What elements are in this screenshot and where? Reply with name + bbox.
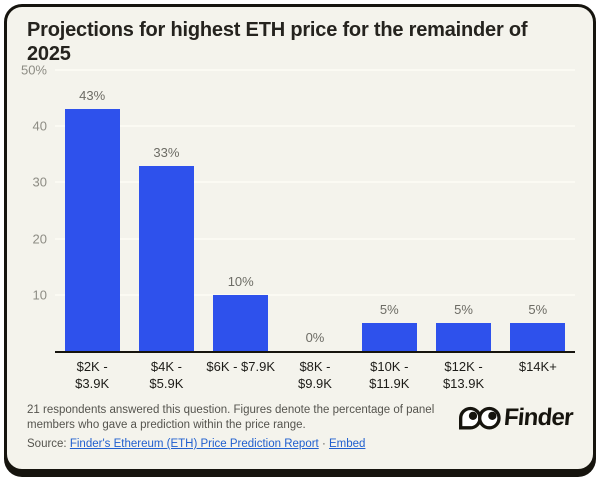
title-line-1: Projections for highest ETH price for th… [27, 19, 528, 41]
gridline [55, 237, 575, 240]
plot-area: 10 20 30 40 50% 43% 33% 10% 0% 5% 5% 5% [21, 63, 575, 353]
y-tick-label: 50% [20, 62, 47, 78]
page-title: Projections for highest ETH price for th… [27, 18, 577, 66]
finder-eyes-icon [459, 406, 502, 431]
bar-column: 0% [278, 70, 352, 351]
gridline [55, 69, 575, 71]
x-tick-label: $4K - $5.9K [149, 359, 184, 391]
y-tick-label: 20 [32, 231, 47, 247]
bar-value-label: 5% [528, 301, 548, 317]
chart-footer: 21 respondents answered this question. F… [27, 403, 577, 450]
title-line-2: 2025 [27, 43, 71, 65]
bar-value-label: 43% [79, 88, 106, 104]
source-separator: · [321, 438, 326, 450]
y-tick-label: 40 [32, 118, 47, 134]
bar [138, 165, 194, 351]
bar [361, 322, 417, 351]
gridline [55, 181, 575, 184]
bar-value-label: 5% [379, 301, 399, 317]
bar-value-label: 5% [454, 301, 473, 317]
x-tick-label: $12K - $13.9K [442, 359, 485, 391]
x-tick-label: $14K+ [518, 359, 557, 374]
finder-wordmark: Finder [503, 404, 575, 431]
bar-column: 5% [501, 70, 575, 351]
bar-value-label: 0% [305, 330, 325, 345]
bar-value-label: 10% [227, 273, 254, 289]
source-report-link[interactable]: Finder's Ethereum (ETH) Price Prediction… [69, 438, 319, 450]
finder-logo: Finder [459, 404, 575, 432]
chart-card: Projections for highest ETH price for th… [4, 4, 596, 472]
bar [64, 109, 120, 351]
x-axis: $2K - $3.9K $4K - $5.9K $6K - $7.9K $8K - $9.9… [55, 358, 575, 392]
bar-column: 10% [204, 70, 278, 351]
x-tick-label: $2K - $3.9K [75, 359, 110, 391]
y-tick-label: 30 [32, 174, 47, 190]
gridline [55, 125, 575, 128]
bar-chart: 10 20 30 40 50% 43% 33% 10% 0% 5% 5% 5% $2K - $3.9K $… [21, 63, 575, 392]
bar-column: 5% [352, 70, 426, 351]
embed-link[interactable]: Embed [328, 438, 366, 450]
bar-column: 43% [55, 70, 129, 351]
source-label: Source: [27, 438, 67, 450]
x-tick-label: $10K - $11.9K [369, 359, 410, 391]
gridline [55, 293, 575, 296]
bar [510, 322, 566, 351]
x-tick-label: $8K - $9.9K [297, 359, 332, 391]
bar-column: 33% [129, 70, 203, 351]
bar-column: 5% [426, 70, 500, 351]
bar-value-label: 33% [153, 144, 180, 160]
y-tick-label: 10 [32, 287, 47, 303]
footnote: 21 respondents answered this question. F… [27, 404, 435, 431]
bar [436, 322, 492, 351]
x-tick-label: $6K - $7.9K [206, 359, 276, 374]
bar [213, 294, 269, 351]
source-line: Source: Finder's Ethereum (ETH) Price Pr… [27, 438, 577, 450]
